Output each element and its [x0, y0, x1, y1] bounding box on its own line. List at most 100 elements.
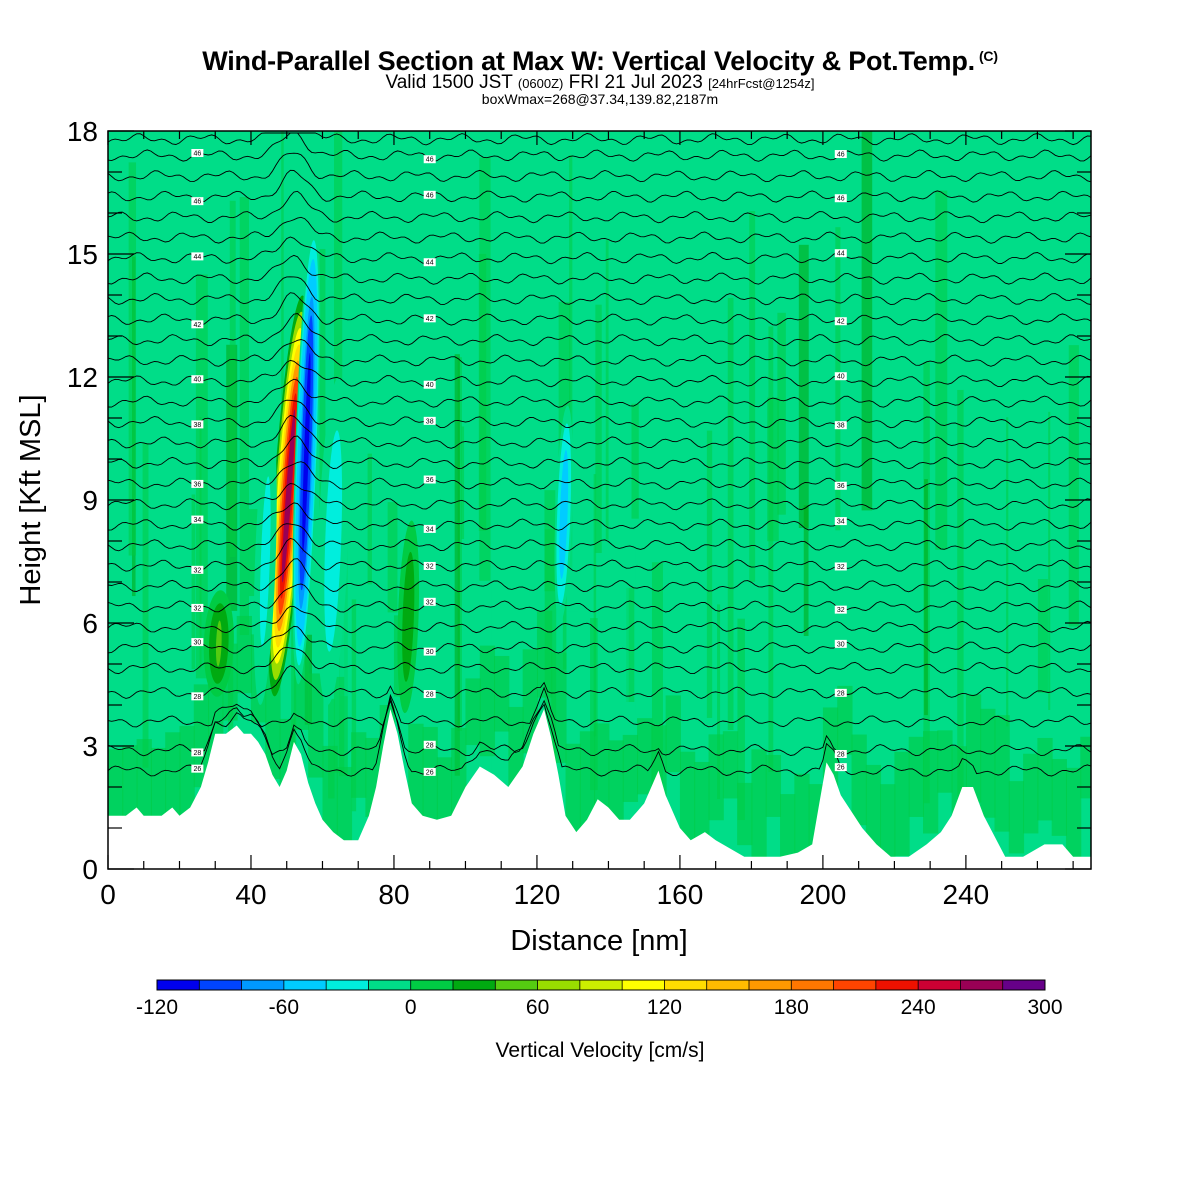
velocity-texture-cell [957, 389, 964, 800]
velocity-texture-cell [635, 547, 641, 715]
colorbar-swatch [326, 980, 369, 990]
isentrope-label: 44 [426, 260, 434, 267]
isentrope-line [108, 132, 1091, 162]
isentrope-label-bg [191, 764, 204, 773]
isentrope-line [108, 605, 1091, 634]
low-level-cell [108, 749, 124, 820]
isentrope-label-bg [423, 524, 436, 533]
velocity-texture-cell [717, 604, 721, 800]
velocity-texture-cell [452, 354, 455, 525]
isentrope-label: 32 [193, 567, 201, 574]
box-wmax-info: boxWmax=268@37.34,139.82,2187m [481, 91, 719, 107]
colorbar-swatch [495, 980, 539, 990]
colorbar-swatch [749, 980, 792, 990]
velocity-texture-cell [768, 326, 774, 773]
colorbar-swatch [918, 980, 961, 990]
isentrope-label-bg [834, 194, 847, 203]
low-level-cell [193, 684, 210, 788]
low-level-cell [1080, 736, 1091, 799]
low-level-cell [551, 652, 567, 763]
low-level-cell [965, 694, 982, 803]
isentrope-label-bg [191, 638, 204, 647]
chart-subtitle: Valid 1500 JST (0600Z) FRI 21 Jul 2023 [… [0, 73, 1200, 94]
low-level-cell [937, 730, 953, 793]
plume-band-1 [302, 353, 311, 553]
isentrope-label-bg [423, 597, 436, 606]
isentrope-label: 46 [426, 192, 434, 199]
low-level-cell [637, 718, 653, 795]
isentropes: 26 26 26 28 28 28 28 28 28 30 30 30 32 32 32 32 32 32 34 34… [108, 132, 1091, 777]
isentrope-label-bg [834, 317, 847, 326]
isentrope-label-bg [191, 479, 204, 488]
isentrope-line [108, 665, 1091, 699]
low-level-cell [608, 740, 624, 830]
colorbar-swatch [199, 980, 243, 990]
low-level-cell [837, 685, 853, 755]
isentrope-label: 34 [426, 526, 434, 533]
velocity-texture-cell [142, 443, 149, 768]
velocity-texture-cell [319, 248, 326, 604]
colorbar-swatch [791, 980, 835, 990]
isentrope-label: 32 [193, 605, 201, 612]
isentrope-line [108, 399, 1091, 429]
terrain [108, 709, 1091, 869]
plot-area: 26 26 26 28 28 28 28 28 28 30 30 30 32 32 32 32 32 32 34 34… [108, 131, 1091, 869]
y-tick-label: 6 [82, 608, 98, 639]
plume-band-2 [561, 467, 567, 562]
velocity-texture-cell [593, 474, 597, 737]
colorbar-swatch [706, 980, 750, 990]
isentrope-label-bg [834, 763, 847, 772]
isentrope-label: 44 [193, 254, 201, 261]
colorbar-swatch [960, 980, 1004, 990]
velocity-texture-cell [595, 304, 602, 553]
isentrope-line [108, 695, 1091, 777]
isentrope-label: 44 [837, 251, 845, 258]
isentrope-label-bg [191, 748, 204, 757]
isentrope-label-bg [423, 380, 436, 389]
isentrope-label: 28 [426, 692, 434, 699]
isentrope-line [108, 625, 1091, 654]
isentrope-line [108, 339, 1091, 367]
isentrope-label: 40 [193, 377, 201, 384]
low-level-cell [122, 745, 138, 827]
isentrope-label: 28 [193, 694, 201, 701]
isentrope-line [108, 461, 1091, 490]
velocity-texture-cell [229, 200, 236, 558]
isentrope-line [108, 646, 1091, 675]
chart-title: Wind-Parallel Section at Max W: Vertical… [202, 46, 998, 76]
isentrope-line [108, 686, 1091, 728]
y-tick-label: 0 [82, 854, 98, 885]
velocity-texture-cell [1068, 345, 1079, 627]
isentrope-line [108, 359, 1091, 388]
isentrope-label-bg [191, 603, 204, 612]
x-axis-title: Distance [nm] [510, 925, 687, 957]
y-tick-label: 9 [82, 485, 98, 516]
colorbar-swatch [875, 980, 919, 990]
low-level-cell [336, 766, 353, 857]
colorbar: -120 -60 0 60 120 180 240 300 [136, 979, 1063, 1019]
isentrope-line [108, 216, 1091, 244]
isentrope-label: 28 [837, 690, 845, 697]
valid-zulu: (0600Z) [517, 76, 564, 91]
low-level-cell [150, 747, 167, 835]
velocity-texture-cell [706, 430, 713, 718]
isentrope-line [108, 583, 1091, 613]
velocity-texture-cell [626, 587, 635, 702]
isentrope-label-bg [423, 740, 436, 749]
isentrope-line [108, 537, 1091, 572]
isentrope-line [108, 378, 1091, 408]
low-level-cell [765, 754, 782, 817]
velocity-texture-cell [491, 435, 494, 787]
isentrope-line [108, 483, 1091, 511]
low-level-cell [622, 734, 639, 802]
isentrope-label-bg [834, 639, 847, 648]
velocity-texture-cell [777, 312, 786, 515]
x-tick-label: 200 [800, 879, 847, 910]
y-tick-label: 3 [82, 731, 98, 762]
isentrope-label: 26 [837, 765, 845, 772]
copyright-mark: (C) [978, 48, 998, 64]
isentrope-label-bg [834, 249, 847, 258]
y-tick-label: 15 [67, 239, 98, 270]
isentrope-label: 46 [193, 199, 201, 206]
